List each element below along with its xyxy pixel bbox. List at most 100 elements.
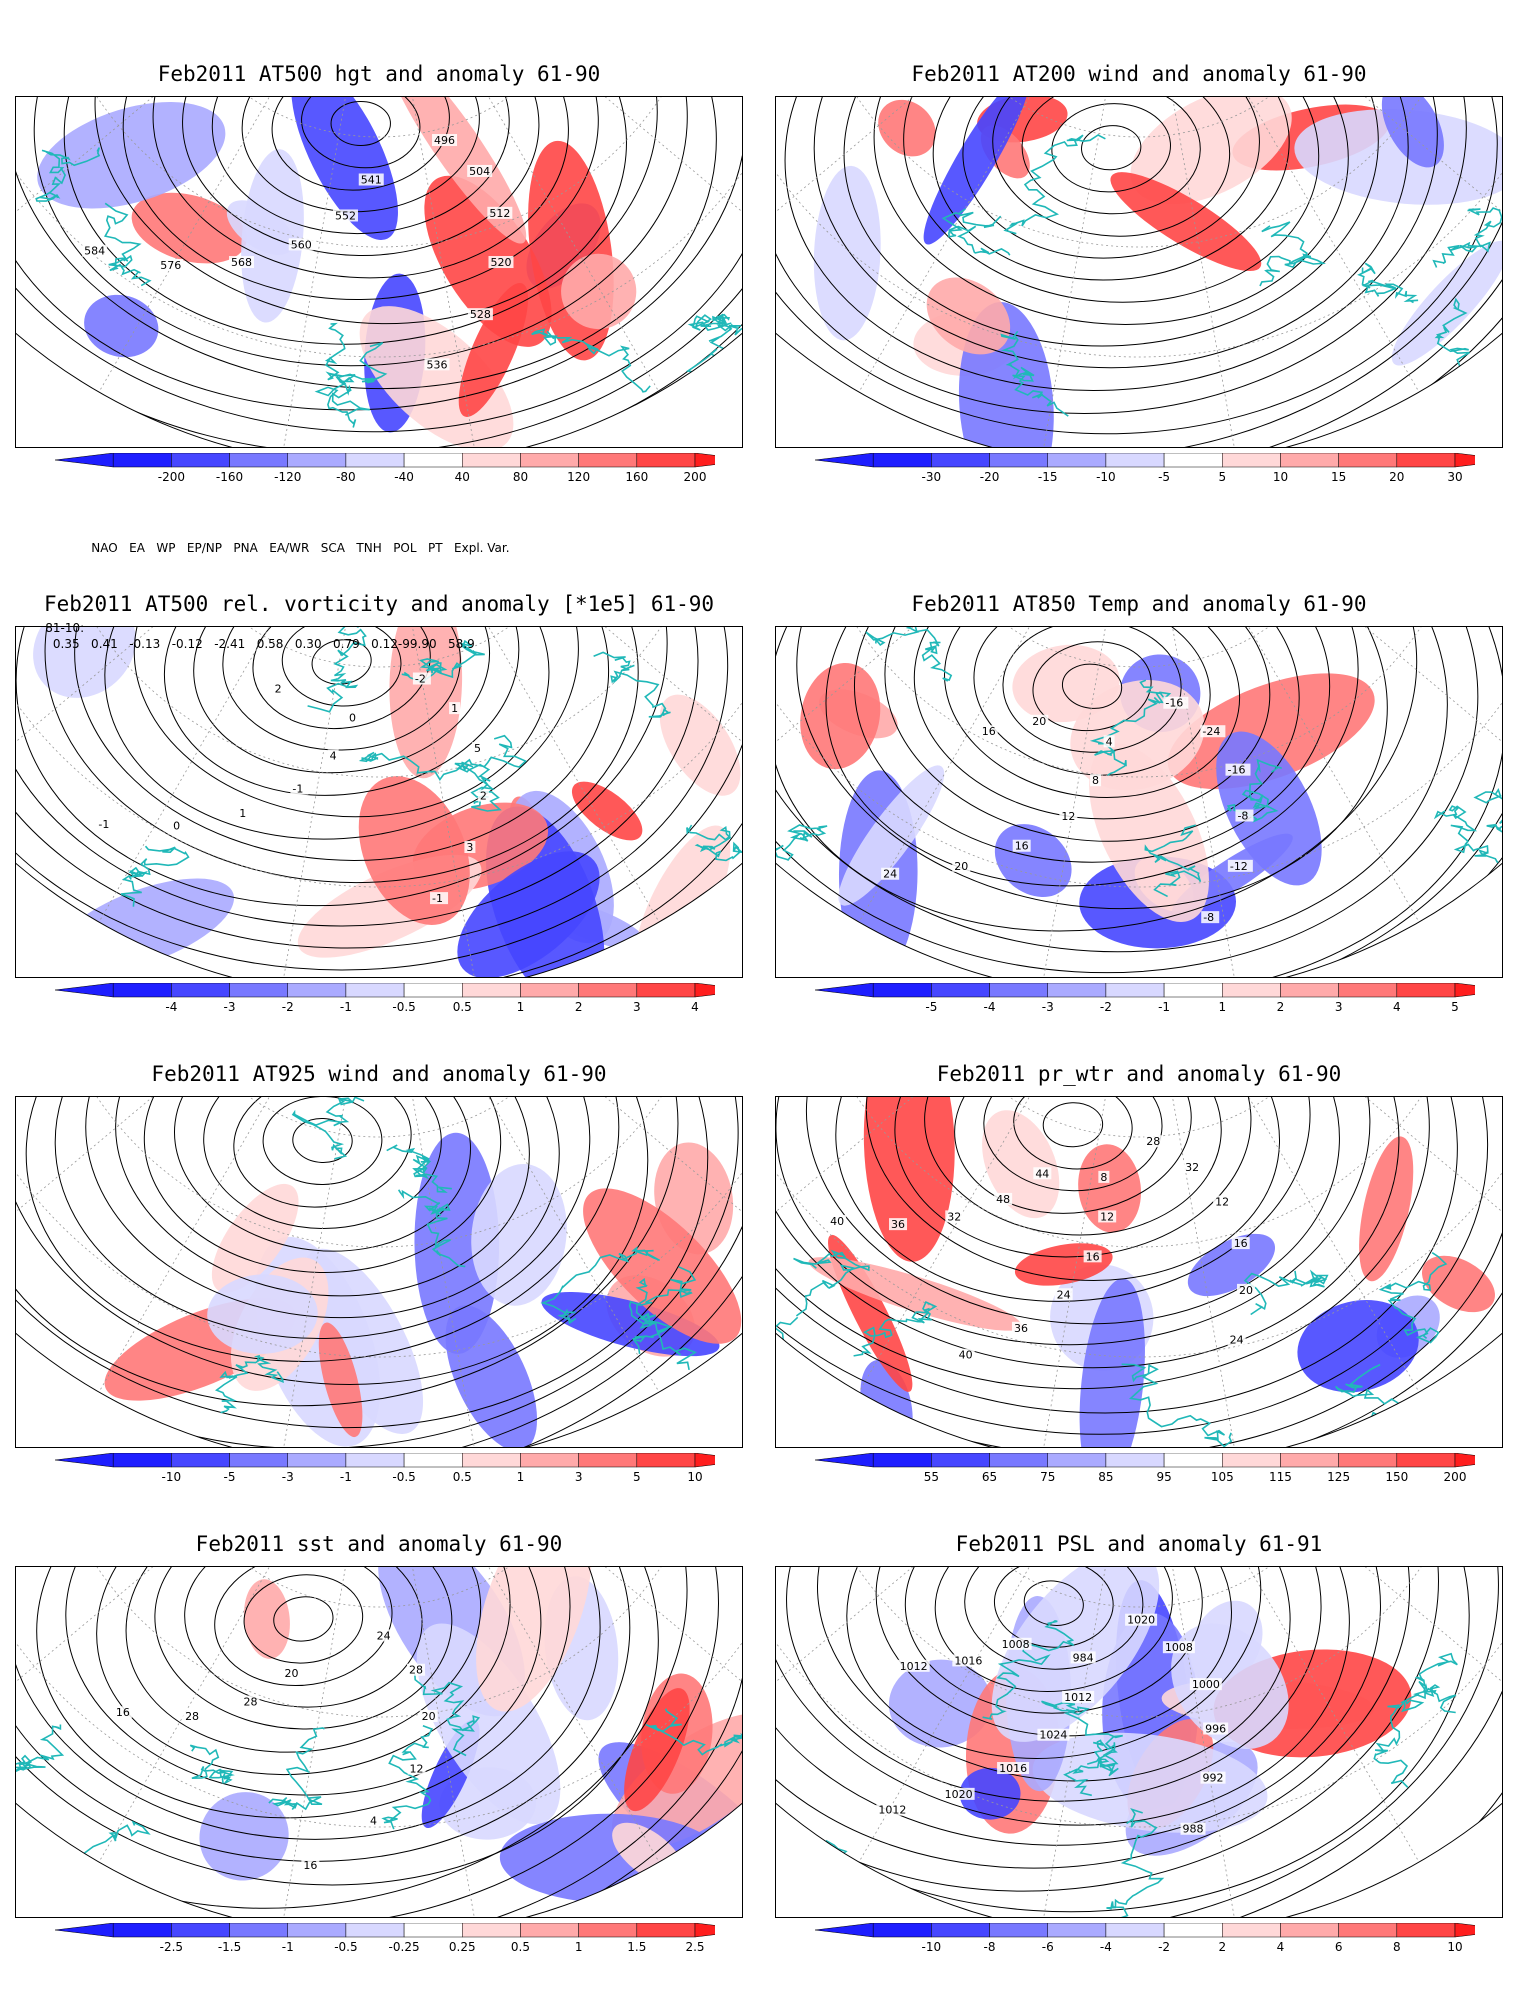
- coastline: [214, 1354, 284, 1414]
- latitude-circle: [148, 1567, 610, 1608]
- colorbar-tick-label: 10: [687, 1470, 702, 1484]
- colorbar-tick-label: 4: [691, 1000, 699, 1014]
- positive-anomaly-area: [612, 1713, 742, 1850]
- contour-line: [813, 97, 1409, 369]
- longitude-line: [858, 97, 1140, 393]
- contour-label-bg: [1163, 696, 1189, 709]
- contour-label: 541: [361, 173, 382, 186]
- longitude-line: [378, 97, 477, 447]
- map-content: [776, 97, 1502, 447]
- latitude-circle: [148, 627, 610, 668]
- coastline: [593, 651, 671, 718]
- contour-line: [776, 1097, 1430, 1390]
- coastline: [1063, 1739, 1119, 1797]
- teleconnection-row: 81-10: 0.35 0.41 -0.13 -0.12 -2.41 0.58 …: [30, 604, 510, 668]
- contour-line: [776, 627, 1448, 953]
- coastline: [16, 1724, 65, 1774]
- colorbar-swatch: [112, 983, 172, 998]
- coastline: [35, 147, 101, 202]
- contour-line: [973, 627, 1211, 776]
- coastline: [189, 1744, 235, 1784]
- coastline: [1378, 1252, 1448, 1344]
- longitude-line: [281, 1097, 380, 1447]
- colorbar-tick-label: -0.5: [392, 1000, 415, 1014]
- colorbar: -2.5 -1.5 -1 -0.5 -0.25 0.25 0.5 1 1.5 2.5: [55, 1923, 715, 1959]
- longitude-line: [378, 1567, 742, 1738]
- contour-line: [805, 1097, 1340, 1325]
- longitude-line: [1138, 1097, 1502, 1099]
- contour-line: [825, 627, 1359, 887]
- colorbar-swatch: [520, 453, 579, 468]
- contour-label-bg: [1098, 1170, 1110, 1183]
- latitude-circle: [908, 1567, 1370, 1608]
- contour-label-bg: [1125, 1613, 1158, 1626]
- contour-line: [1023, 1580, 1084, 1626]
- longitude-line: [16, 97, 380, 268]
- contour-label: 40: [830, 1215, 844, 1228]
- colorbar-arrow-left: [55, 453, 114, 468]
- colorbar-canvas: -4 -3 -2 -1 -0.5 0.5 1 2 3 4: [55, 983, 715, 1014]
- longitude-line: [378, 1567, 477, 1917]
- contour-label: -1: [292, 783, 303, 796]
- coastline: [1121, 1363, 1233, 1447]
- contour-line: [54, 1097, 591, 1339]
- colorbar-tick-label: 20: [1389, 470, 1404, 484]
- longitude-line: [16, 1097, 380, 1099]
- contour-label-bg: [237, 807, 249, 820]
- contour-line: [934, 1567, 1173, 1692]
- contour-label: -12: [1230, 860, 1248, 873]
- coastline: [268, 1727, 325, 1811]
- colorbar-swatch: [1222, 453, 1281, 468]
- colorbar-swatch: [345, 1923, 405, 1938]
- coastline: [853, 1301, 938, 1357]
- contour-line: [884, 627, 1300, 842]
- contour-line: [776, 1097, 1371, 1346]
- colorbar-tick-label: 5: [1451, 1000, 1459, 1014]
- longitude-line: [16, 1567, 380, 1569]
- coastline: [1432, 207, 1502, 268]
- contour-label-bg: [368, 1814, 380, 1827]
- contour-line: [301, 97, 421, 169]
- positive-anomaly-area: [1130, 97, 1292, 205]
- colorbar-tick-label: -10: [1096, 470, 1116, 484]
- contour-label: 560: [291, 238, 312, 251]
- longitude-line: [378, 1097, 742, 1268]
- map-content: [776, 627, 1502, 977]
- contour-line: [16, 1097, 679, 1407]
- contour-line: [16, 1567, 688, 1909]
- contour-line: [154, 1567, 453, 1730]
- coastline: [631, 1277, 673, 1355]
- longitude-line: [281, 97, 380, 447]
- colorbar-swatch: [520, 983, 579, 998]
- latitude-circle: [16, 1567, 742, 1828]
- coastline: [700, 313, 742, 336]
- positive-anomaly-area: [476, 1567, 592, 1712]
- contour-line: [776, 97, 1498, 435]
- contour-label-bg: [952, 1654, 985, 1667]
- contour-line: [16, 627, 742, 971]
- contour-label: -1: [98, 818, 109, 831]
- contour-label: 8: [1092, 774, 1099, 787]
- map-canvas: 1020 1008 1000 996 992 988 984 1012 1024 1016 1020…: [776, 1567, 1502, 1917]
- contour-line: [292, 1117, 353, 1163]
- contour-label: 16: [303, 1859, 317, 1872]
- contour-label: 40: [959, 1349, 973, 1362]
- colorbar-tick-label: -80: [336, 470, 356, 484]
- map-frame: [775, 96, 1503, 448]
- panel-title: Feb2011 sst and anomaly 61-90: [195, 1532, 563, 1556]
- colorbar-arrow-right: [1454, 983, 1475, 998]
- longitude-line: [378, 1097, 742, 1099]
- contour-label-bg: [1083, 1250, 1102, 1263]
- positive-anomaly-area: [211, 1183, 299, 1293]
- coastline: [1433, 805, 1499, 864]
- colorbar-tick-label: 150: [1385, 1470, 1408, 1484]
- contour-label: 988: [1183, 1823, 1204, 1836]
- contour-line: [174, 1097, 471, 1252]
- coastline: [103, 202, 152, 287]
- colorbar-tick-label: 1: [575, 1940, 583, 1954]
- coastline: [1373, 1693, 1425, 1788]
- colorbar-swatch: [872, 983, 932, 998]
- contour-line: [94, 97, 627, 325]
- contour-label-bg: [487, 206, 513, 219]
- contour-label-bg: [1225, 763, 1251, 776]
